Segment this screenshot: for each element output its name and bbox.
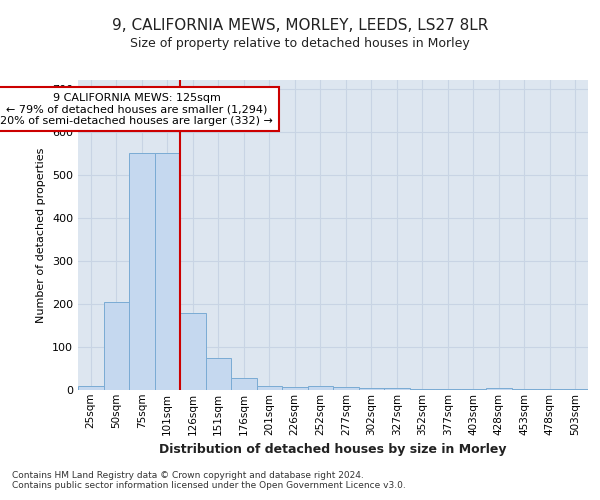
Bar: [359, 388, 384, 390]
Bar: [537, 389, 563, 390]
Bar: [155, 153, 180, 390]
Bar: [231, 378, 257, 390]
Text: Contains public sector information licensed under the Open Government Licence v3: Contains public sector information licen…: [12, 481, 406, 490]
Bar: [384, 388, 409, 390]
Bar: [180, 314, 205, 390]
Text: 9, CALIFORNIA MEWS, MORLEY, LEEDS, LS27 8LR: 9, CALIFORNIA MEWS, MORLEY, LEEDS, LS27 …: [112, 18, 488, 32]
Bar: [308, 386, 333, 390]
Text: Contains HM Land Registry data © Crown copyright and database right 2024.: Contains HM Land Registry data © Crown c…: [12, 471, 364, 480]
Text: 9 CALIFORNIA MEWS: 125sqm
← 79% of detached houses are smaller (1,294)
20% of se: 9 CALIFORNIA MEWS: 125sqm ← 79% of detac…: [0, 92, 273, 126]
Bar: [104, 302, 129, 390]
Bar: [461, 389, 486, 390]
Bar: [257, 386, 282, 390]
Bar: [511, 389, 537, 390]
Bar: [282, 386, 308, 390]
Y-axis label: Number of detached properties: Number of detached properties: [37, 148, 46, 322]
Bar: [409, 388, 435, 390]
Bar: [205, 358, 231, 390]
Bar: [333, 386, 359, 390]
Bar: [563, 389, 588, 390]
Bar: [435, 388, 461, 390]
Bar: [129, 153, 155, 390]
Text: Distribution of detached houses by size in Morley: Distribution of detached houses by size …: [159, 442, 507, 456]
Bar: [486, 388, 511, 390]
Bar: [78, 386, 104, 390]
Text: Size of property relative to detached houses in Morley: Size of property relative to detached ho…: [130, 38, 470, 51]
